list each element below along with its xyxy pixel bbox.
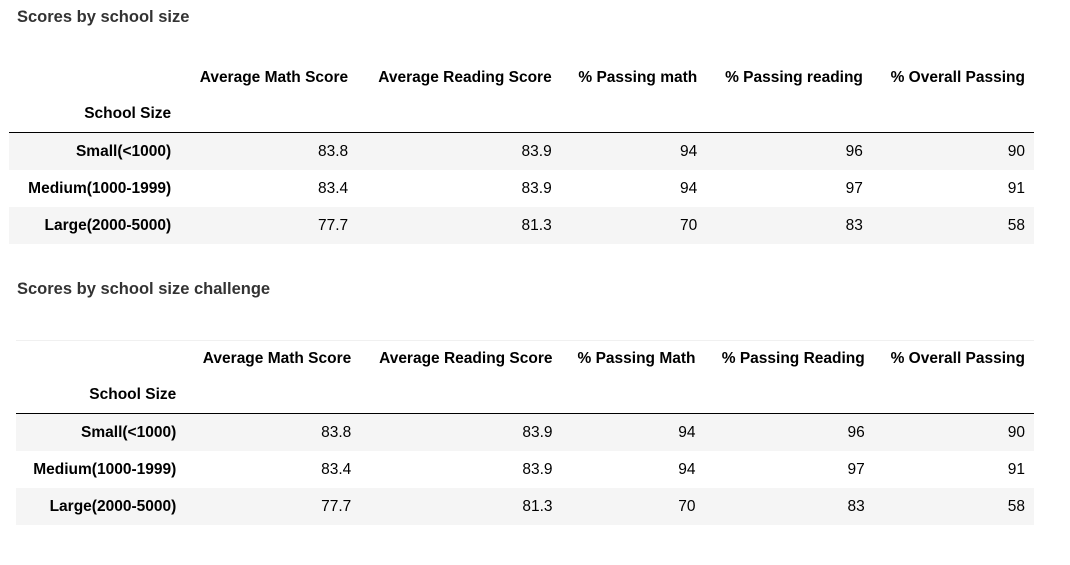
blank-header-cell xyxy=(16,341,185,378)
table-cell: 94 xyxy=(679,142,698,160)
table-cell: 83.8 xyxy=(318,142,349,160)
table-cell: 58 xyxy=(1007,216,1025,234)
table-cell: 83 xyxy=(847,497,865,515)
table-cell: 70 xyxy=(679,216,698,234)
table-cell: 97 xyxy=(845,179,863,197)
row-label: Medium(1000-1999) xyxy=(28,179,172,197)
row-label: Small(<1000) xyxy=(81,423,177,441)
table-cell: 90 xyxy=(1007,423,1025,441)
column-header: % Passing math xyxy=(578,69,698,86)
blank-header-cell xyxy=(871,96,1034,133)
blank-header-cell xyxy=(704,377,874,414)
table-cell: 83.4 xyxy=(321,460,352,478)
table-row: Small(<1000) 83.8 83.9 94 96 90 xyxy=(9,132,1034,170)
column-header: Average Math Score xyxy=(199,69,349,86)
blank-header-cell xyxy=(357,96,561,133)
blank-header-cell xyxy=(185,377,361,414)
table-cell: 90 xyxy=(1007,142,1025,160)
blank-header-cell xyxy=(180,96,358,133)
column-header: Average Reading Score xyxy=(379,350,553,367)
table-cell: 96 xyxy=(847,423,865,441)
table-cell: 77.7 xyxy=(321,497,352,515)
table-row: Small(<1000) 83.8 83.9 94 96 90 xyxy=(16,413,1034,451)
table-title: Scores by school size challenge xyxy=(17,280,271,298)
blank-header-cell xyxy=(706,96,872,133)
table-cell: 70 xyxy=(678,497,696,515)
column-header: % Overall Passing xyxy=(890,69,1025,86)
row-label: Large(2000-5000) xyxy=(44,216,172,234)
index-name-row: School Size xyxy=(16,377,1034,414)
table-title: Scores by school size xyxy=(17,8,190,26)
index-name-header: School Size xyxy=(16,377,186,414)
table-row: Medium(1000-1999) 83.4 83.9 94 97 91 xyxy=(16,451,1034,488)
table-cell: 94 xyxy=(679,179,698,197)
table-row: Large(2000-5000) 77.7 81.3 70 83 58 xyxy=(16,488,1034,525)
table-cell: 58 xyxy=(1007,497,1025,515)
row-label: Medium(1000-1999) xyxy=(33,460,177,478)
table-cell: 81.3 xyxy=(522,497,553,515)
table-cell: 83.9 xyxy=(521,179,552,197)
table-cell: 97 xyxy=(847,460,865,478)
index-name-header: School Size xyxy=(9,96,181,133)
table-cell: 94 xyxy=(678,423,696,441)
scores-by-size-table: Average Math Score Average Reading Score… xyxy=(9,60,1034,244)
column-header-row: Average Math Score Average Reading Score… xyxy=(16,341,1034,378)
index-name-row: School Size xyxy=(9,96,1034,133)
row-label: Small(<1000) xyxy=(75,142,172,160)
column-header: % Passing reading xyxy=(725,69,863,86)
table-cell: 83 xyxy=(845,216,863,234)
scores-by-size-challenge-table: Average Math Score Average Reading Score… xyxy=(16,340,1034,525)
blank-header-cell xyxy=(360,377,562,414)
column-header: % Overall Passing xyxy=(890,350,1025,367)
table-cell: 83.9 xyxy=(522,460,553,478)
table-cell: 96 xyxy=(845,142,863,160)
table-cell: 83.9 xyxy=(521,142,552,160)
column-header: Average Reading Score xyxy=(378,69,552,86)
table-cell: 77.7 xyxy=(318,216,349,234)
column-header: % Passing Math xyxy=(577,350,696,367)
table-cell: 91 xyxy=(1007,460,1025,478)
table-cell: 91 xyxy=(1007,179,1025,197)
table-cell: 94 xyxy=(678,460,696,478)
table-cell: 83.9 xyxy=(522,423,553,441)
blank-header-cell xyxy=(9,60,180,96)
blank-header-cell xyxy=(873,377,1034,414)
column-header: % Passing Reading xyxy=(721,350,865,367)
row-label: Large(2000-5000) xyxy=(49,497,177,515)
table-cell: 83.8 xyxy=(321,423,352,441)
column-header: Average Math Score xyxy=(202,350,352,367)
table-cell: 83.4 xyxy=(318,179,349,197)
blank-header-cell xyxy=(560,96,707,133)
column-header-row: Average Math Score Average Reading Score… xyxy=(9,60,1034,96)
table-row: Medium(1000-1999) 83.4 83.9 94 97 91 xyxy=(9,170,1034,207)
table-cell: 81.3 xyxy=(521,216,552,234)
blank-header-cell xyxy=(561,377,705,414)
table-row: Large(2000-5000) 77.7 81.3 70 83 58 xyxy=(9,207,1034,244)
